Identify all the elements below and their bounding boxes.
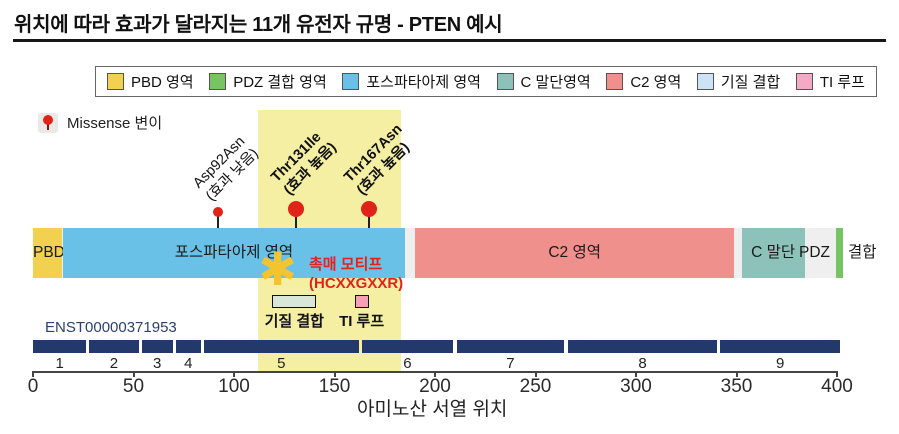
legend-label: 기질 결합 <box>720 74 781 91</box>
sub-feature-label: TI 루프 <box>339 313 385 330</box>
x-axis-tick <box>434 371 436 377</box>
exon-segment <box>203 340 359 353</box>
legend-swatch <box>795 73 813 90</box>
domain-label: C2 영역 <box>548 244 601 261</box>
legend-swatch <box>606 73 624 90</box>
x-axis-tick <box>233 371 235 377</box>
legend-label: C2 영역 <box>630 74 682 91</box>
exon-segment <box>175 340 201 353</box>
sub-feature-box <box>272 295 317 308</box>
legend-label: PDZ 결합 영역 <box>233 74 327 91</box>
exon-segment <box>720 340 840 353</box>
exon-number: 2 <box>109 355 119 372</box>
title-underline <box>13 39 886 42</box>
mutation-dot <box>360 201 377 217</box>
legend-item: 기질 결합 <box>696 71 781 92</box>
sub-feature-box <box>354 295 369 308</box>
domain-PDZ <box>835 228 844 278</box>
x-axis-tick <box>735 371 738 377</box>
mutation-label: Asp92Asn (효과 낮음) <box>189 132 262 205</box>
legend-item: 포스파타아제 영역 <box>342 71 481 92</box>
domain-포스파타아제 영역 <box>63 228 405 278</box>
x-axis-tick-label: 250 <box>519 376 552 397</box>
motif-line: (HCXXGXXR) <box>309 275 404 292</box>
missense-label: Missense 변이 <box>67 115 163 132</box>
legend-item: C2 영역 <box>606 71 681 92</box>
legend-label: PBD 영역 <box>131 74 194 91</box>
legend-swatch <box>496 73 514 90</box>
x-axis-tick-label: 400 <box>821 376 853 397</box>
domain-label: C 말단 <box>751 244 796 261</box>
domain-label: 포스파타아제 영역 <box>174 244 294 261</box>
legend-swatch <box>209 73 227 90</box>
mutation-stem <box>216 212 219 228</box>
exon-segment <box>567 340 718 353</box>
catalytic-motif-label: 촉매 모티프 (HCXXGXXR) <box>309 255 403 293</box>
domain-label-before: PDZ <box>798 244 830 261</box>
domain-legend: PBD 영역 PDZ 결합 영역 포스파타아제 영역 C 말단영역 C2 영역 기질 결합… <box>95 66 877 97</box>
domain-C 말단 <box>741 228 805 278</box>
mutation-dot <box>288 201 305 217</box>
mutation-dot <box>212 207 223 217</box>
pin-ball <box>43 114 53 125</box>
x-axis-tick-label: 300 <box>620 376 652 397</box>
x-axis-tick-label: 200 <box>419 376 451 397</box>
x-axis-tick-label: 350 <box>720 376 753 397</box>
motif-line: 촉매 모티프 <box>309 256 383 273</box>
missense-pin-icon <box>38 112 58 133</box>
legend-item: C 말단영역 <box>496 71 591 92</box>
x-axis-tick-label: 150 <box>318 376 351 397</box>
figure-title: 위치에 따라 효과가 달라지는 11개 유전자 규명 - PTEN 예시 <box>14 14 503 36</box>
x-axis-tick <box>836 371 838 377</box>
exon-number: 9 <box>776 355 785 372</box>
legend-swatch <box>696 73 714 90</box>
catalytic-motif-star-icon: ✱ <box>258 243 297 295</box>
exon-segment <box>141 340 173 353</box>
exon-number: 6 <box>403 355 412 372</box>
sub-feature-label: 기질 결합 <box>264 313 324 330</box>
domain-label: PBD <box>33 244 65 261</box>
exon-segment <box>33 340 87 353</box>
x-axis-title: 아미노산 서열 위치 <box>357 399 508 420</box>
pin-stem <box>47 121 49 130</box>
exon-segment <box>89 340 139 353</box>
legend-item: TI 루프 <box>795 71 865 92</box>
legend-swatch <box>342 73 360 90</box>
x-axis-tick <box>132 371 135 377</box>
legend-item: PDZ 결합 영역 <box>209 71 327 92</box>
exon-number: 1 <box>55 355 64 372</box>
legend-label: C 말단영역 <box>520 74 591 91</box>
legend-label: TI 루프 <box>819 74 865 91</box>
x-axis-tick-label: 0 <box>27 376 39 397</box>
legend-label: 포스파타아제 영역 <box>366 74 481 91</box>
domain-C2 영역 <box>414 228 735 278</box>
exon-number: 5 <box>277 355 286 372</box>
x-axis-tick-label: 50 <box>122 376 145 397</box>
exon-number: 7 <box>506 355 515 372</box>
x-axis-tick <box>32 371 34 377</box>
x-axis-tick <box>534 371 537 377</box>
x-axis-tick-label: 100 <box>218 376 250 397</box>
exon-segment <box>361 340 454 353</box>
x-axis-tick <box>333 371 336 377</box>
x-axis-tick <box>635 371 637 377</box>
transcript-id: ENST00000371953 <box>45 319 177 336</box>
missense-legend: Missense 변이 <box>38 112 162 133</box>
mutation-stem <box>367 209 370 228</box>
exon-segment <box>457 340 564 353</box>
domain-PBD <box>33 228 63 278</box>
mutation-stem <box>295 209 298 228</box>
exon-number: 3 <box>152 355 162 372</box>
legend-swatch <box>107 73 124 90</box>
exon-number: 8 <box>638 355 647 372</box>
legend-item: PBD 영역 <box>107 71 194 92</box>
domain-label-after: 결합 <box>848 244 877 261</box>
exon-number: 4 <box>184 355 193 372</box>
